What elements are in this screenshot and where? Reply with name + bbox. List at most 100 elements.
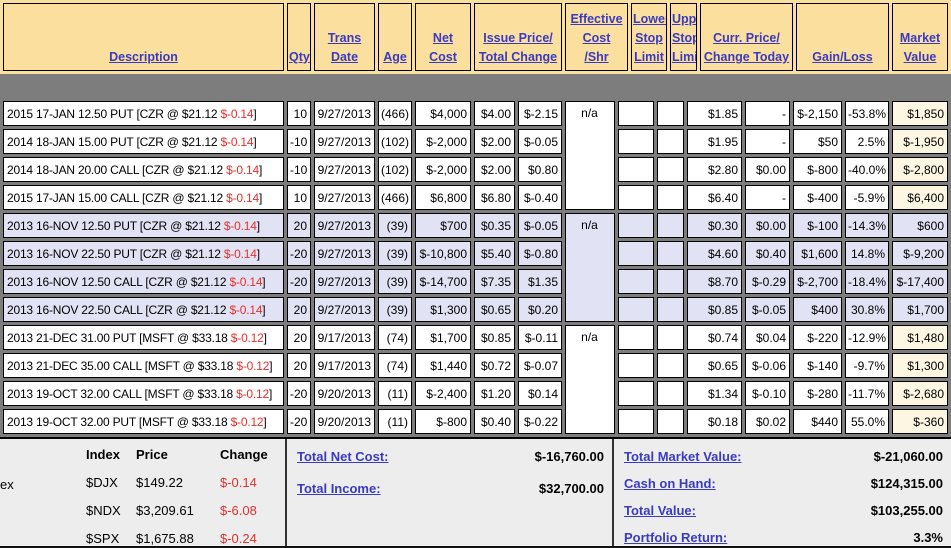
underlying-change: $-0.12 xyxy=(236,358,270,373)
curr-price-cell: $1.95 xyxy=(687,129,742,154)
cash-on-hand-value: $124,315.00 xyxy=(870,476,943,491)
index-change: $-0.14 xyxy=(220,475,257,490)
position-description: 2013 16-NOV 12.50 PUT [CZR @ $21.12 $-0.… xyxy=(3,213,284,238)
gain-loss-pct-cell: -9.7% xyxy=(845,353,889,378)
portfolio-return-value: 3.3% xyxy=(913,530,943,545)
col-header-lower-stop-limit[interactable]: Lower Stop Limit xyxy=(631,3,667,71)
portfolio-return-link[interactable]: Portfolio Return: xyxy=(624,530,728,545)
col-header-trans-date[interactable]: Trans Date xyxy=(314,3,375,71)
change-today-cell: $0.04 xyxy=(745,325,790,350)
portfolio-return-row: Portfolio Return: 3.3% xyxy=(624,530,943,545)
total-income-value: $32,700.00 xyxy=(538,481,604,496)
issue-price-cell: $1.20 xyxy=(474,381,515,406)
description-text: 2013 16-NOV 22.50 CALL [CZR @ $21.12 xyxy=(7,302,230,317)
age-cell: (102) xyxy=(378,129,412,154)
change-today-cell: $0.00 xyxy=(745,213,790,238)
description-text: 2013 21-DEC 31.00 PUT [MSFT @ $33.18 xyxy=(7,330,231,345)
col-header-issue-price-total-change[interactable]: Issue Price/Total Change xyxy=(474,3,562,71)
cost-income-panel: Total Net Cost: $-16,760.00 Total Income… xyxy=(287,439,614,546)
col-header-curr-price-change-today[interactable]: Curr. Price/Change Today xyxy=(700,3,793,71)
gain-loss-cell: $50 xyxy=(793,129,842,154)
market-value-cell: $1,700 xyxy=(892,297,948,322)
description-text: 2013 19-OCT 32.00 CALL [MSFT @ $33.18 xyxy=(7,386,237,401)
gain-loss-pct-cell: 55.0% xyxy=(845,409,889,434)
lower-stop-cell xyxy=(618,241,654,266)
col-header-effective-cost-shr[interactable]: Effective Cost/Shr xyxy=(565,3,628,71)
trans-date-cell: 9/27/2013 xyxy=(314,129,375,154)
total-change-cell: $-0.05 xyxy=(518,213,562,238)
trans-date-cell: 9/27/2013 xyxy=(314,157,375,182)
index-symbol: $DJX xyxy=(86,475,118,490)
upper-stop-cell xyxy=(657,269,684,294)
issue-price-cell: $0.35 xyxy=(474,213,515,238)
issue-price-cell: $2.00 xyxy=(474,129,515,154)
description-text: 2013 16-NOV 12.50 CALL [CZR @ $21.12 xyxy=(7,274,230,289)
col-header-gain-loss[interactable]: Gain/Loss xyxy=(796,3,889,71)
issue-price-cell: $4.00 xyxy=(474,101,515,126)
index-change: $-6.08 xyxy=(220,503,257,518)
trans-date-cell: 9/27/2013 xyxy=(314,213,375,238)
description-text: ] xyxy=(253,134,257,149)
cash-on-hand-link[interactable]: Cash on Hand: xyxy=(624,476,716,491)
description-text: 2013 21-DEC 35.00 CALL [MSFT @ $33.18 xyxy=(7,358,237,373)
col-header-age[interactable]: Age xyxy=(378,3,412,71)
col-header-net-cost[interactable]: Net Cost xyxy=(415,3,471,71)
total-change-cell: $0.14 xyxy=(518,381,562,406)
issue-price-cell: $7.35 xyxy=(474,269,515,294)
col-header-description[interactable]: Description xyxy=(3,3,284,71)
header-body-separator xyxy=(0,74,951,98)
curr-price-cell: $0.18 xyxy=(687,409,742,434)
table-row: 2015 17-JAN 15.00 CALL [CZR @ $21.12 $-0… xyxy=(3,185,948,210)
total-net-cost-row: Total Net Cost: $-16,760.00 xyxy=(297,449,604,464)
market-value-cell: $6,400 xyxy=(892,185,948,210)
col-header-qty[interactable]: Qty xyxy=(287,3,311,71)
total-income-link[interactable]: Total Income: xyxy=(297,481,381,496)
summary-section: ex Index Price Change $DJX $149.22 $-0.1… xyxy=(0,437,951,548)
position-description: 2014 18-JAN 20.00 CALL [CZR @ $21.12 $-0… xyxy=(3,157,284,182)
index-price: $3,209.61 xyxy=(136,503,194,518)
curr-price-cell: $4.60 xyxy=(687,241,742,266)
net-cost-cell: $1,700 xyxy=(415,325,471,350)
description-text: ] xyxy=(258,162,263,177)
trans-date-cell: 9/27/2013 xyxy=(314,297,375,322)
gain-loss-pct-cell: -18.4% xyxy=(845,269,889,294)
underlying-change: $-0.12 xyxy=(236,386,269,401)
total-change-cell: $0.20 xyxy=(518,297,562,322)
total-net-cost-link[interactable]: Total Net Cost: xyxy=(297,449,389,464)
net-cost-cell: $-2,000 xyxy=(415,157,471,182)
description-text: 2015 17-JAN 15.00 CALL [CZR @ $21.12 xyxy=(7,190,227,205)
qty-cell: 10 xyxy=(287,101,311,126)
net-cost-cell: $-2,400 xyxy=(415,381,471,406)
gain-loss-cell: $1,600 xyxy=(793,241,842,266)
table-row: 2013 21-DEC 35.00 CALL [MSFT @ $33.18 $-… xyxy=(3,353,948,378)
gain-loss-cell: $400 xyxy=(793,297,842,322)
table-row: 2013 19-OCT 32.00 PUT [MSFT @ $33.18 $-0… xyxy=(3,409,948,434)
net-cost-cell: $-800 xyxy=(415,409,471,434)
age-cell: (39) xyxy=(378,269,412,294)
col-header-upper-stop-limit[interactable]: UpperStopLimit xyxy=(670,3,697,71)
underlying-change: $-0.14 xyxy=(223,218,257,233)
table-header: Description Qty Trans Date Age Net Cost Issue P… xyxy=(0,0,951,74)
underlying-change: $-0.14 xyxy=(220,106,254,121)
net-cost-cell: $1,300 xyxy=(415,297,471,322)
gain-loss-pct-cell: -5.9% xyxy=(845,185,889,210)
total-market-value-link[interactable]: Total Market Value: xyxy=(624,449,742,464)
index-symbol: $SPX xyxy=(86,531,120,546)
upper-stop-cell xyxy=(657,157,684,182)
index-quotes-panel: ex Index Price Change $DJX $149.22 $-0.1… xyxy=(0,439,287,546)
trans-date-cell: 9/27/2013 xyxy=(314,269,375,294)
age-cell: (39) xyxy=(378,213,412,238)
index-row-ndx: $NDX $3,209.61 $-6.08 xyxy=(86,503,290,531)
qty-cell: 20 xyxy=(287,353,311,378)
index-row-spx: $SPX $1,675.88 $-0.24 xyxy=(86,531,290,548)
upper-stop-cell xyxy=(657,185,684,210)
curr-price-cell: $0.30 xyxy=(687,213,742,238)
effective-cost-cell: n/a xyxy=(565,213,615,322)
qty-cell: -10 xyxy=(287,129,311,154)
total-value-link[interactable]: Total Value: xyxy=(624,503,696,518)
table-row: 2013 19-OCT 32.00 CALL [MSFT @ $33.18 $-… xyxy=(3,381,948,406)
total-change-cell: $-2.15 xyxy=(518,101,562,126)
curr-price-cell: $0.74 xyxy=(687,325,742,350)
col-header-market-value[interactable]: Market Value xyxy=(892,3,948,71)
change-today-cell: - xyxy=(745,101,790,126)
